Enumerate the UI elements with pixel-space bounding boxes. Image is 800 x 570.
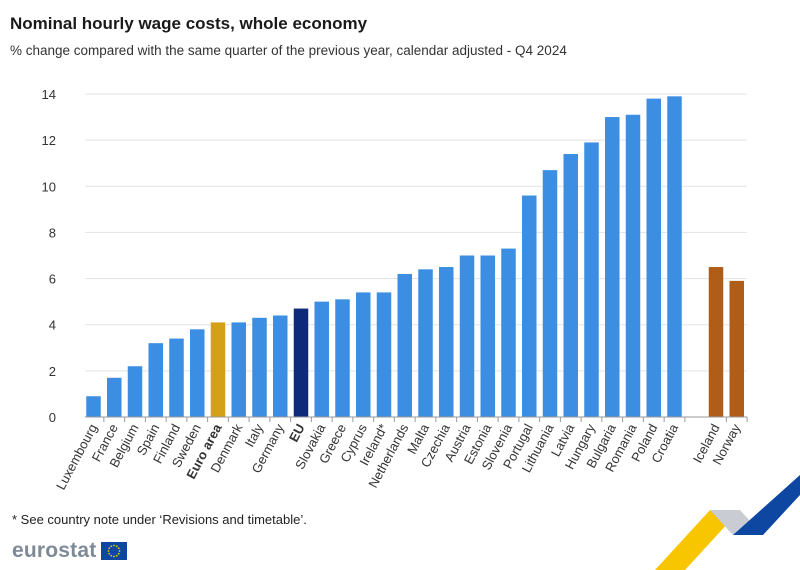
x-tick-label: EU	[286, 421, 308, 444]
y-tick-label: 10	[42, 179, 56, 194]
bar-croatia[interactable]	[667, 96, 682, 418]
y-tick-label: 4	[49, 318, 56, 333]
bar-netherlands[interactable]	[397, 273, 413, 417]
bar-denmark[interactable]	[231, 322, 247, 417]
y-tick-label: 2	[49, 364, 56, 379]
decorative-chevrons	[655, 475, 800, 570]
chart-subtitle: % change compared with the same quarter …	[10, 43, 567, 58]
bar-romania[interactable]	[625, 114, 641, 417]
bar-luxembourg[interactable]	[86, 396, 101, 417]
bar-lithuania[interactable]	[542, 170, 558, 417]
chart-title: Nominal hourly wage costs, whole economy	[10, 14, 368, 33]
bar-belgium[interactable]	[127, 366, 143, 417]
bar-portugal[interactable]	[522, 195, 537, 417]
eu-flag-icon	[101, 542, 128, 560]
y-tick-label: 0	[49, 410, 56, 425]
bar-greece[interactable]	[335, 299, 350, 417]
bar-sweden[interactable]	[190, 329, 205, 417]
bar-finland[interactable]	[169, 338, 184, 417]
bar-austria[interactable]	[459, 255, 475, 418]
y-tick-label: 6	[49, 272, 56, 287]
yellow-stripe	[655, 510, 740, 570]
bar-cyprus[interactable]	[356, 292, 371, 417]
bar-czechia[interactable]	[439, 267, 454, 417]
bar-italy[interactable]	[252, 317, 267, 417]
eurostat-logo[interactable]: eurostat	[12, 539, 128, 563]
bar-euro-area[interactable]	[210, 322, 226, 417]
logo-text: eurostat	[12, 539, 97, 562]
bar-ireland[interactable]	[376, 292, 392, 417]
bar-iceland[interactable]	[708, 267, 724, 417]
bar-slovenia[interactable]	[501, 248, 516, 417]
bar-estonia[interactable]	[480, 255, 496, 418]
bar-chart: 02468101214LuxembourgFranceBelgiumSpainF…	[42, 87, 748, 492]
y-tick-label: 8	[49, 225, 56, 240]
bar-norway[interactable]	[729, 280, 745, 417]
y-tick-label: 14	[42, 87, 56, 102]
bar-poland[interactable]	[646, 98, 662, 417]
bar-hungary[interactable]	[584, 142, 599, 417]
bar-latvia[interactable]	[563, 153, 579, 417]
bar-germany[interactable]	[273, 315, 288, 417]
bar-spain[interactable]	[148, 343, 164, 417]
footnote: * See country note under ‘Revisions and …	[12, 512, 307, 527]
y-tick-label: 12	[42, 133, 56, 148]
blue-stripe	[733, 475, 800, 535]
bar-france[interactable]	[107, 377, 122, 417]
bar-malta[interactable]	[418, 269, 433, 417]
bar-slovakia[interactable]	[314, 301, 330, 417]
bar-eu[interactable]	[293, 308, 309, 417]
bar-bulgaria[interactable]	[605, 117, 620, 418]
